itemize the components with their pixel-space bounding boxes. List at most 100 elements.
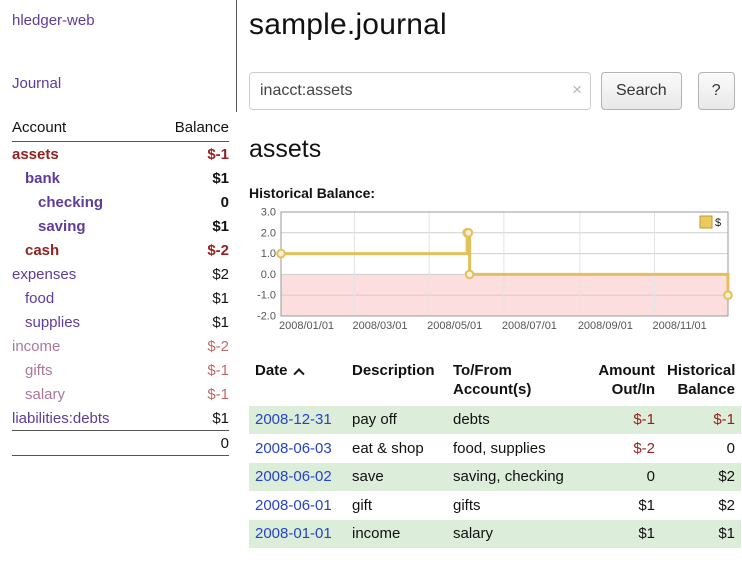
account-row: assets $-1 [12,142,229,166]
journal-link[interactable]: Journal [12,75,62,92]
register-row: 2008-06-01 gift gifts $1 $2 [249,491,741,520]
account-heading: assets [249,135,322,163]
account-row: income $-2 [12,334,229,358]
account-link[interactable]: supplies [25,313,81,331]
accounts-total-row: 0 [12,430,229,456]
svg-text:2008/07/01: 2008/07/01 [502,320,557,332]
transaction-date-link[interactable]: 2008-06-01 [255,496,332,514]
search-input[interactable] [249,72,591,110]
account-balance: $-1 [207,145,229,163]
date-cell: 2008-06-03 [249,434,346,463]
account-link[interactable]: income [12,337,61,355]
account-row: bank $1 [12,166,229,190]
description-cell: save [352,468,384,485]
register-row: 2008-06-02 save saving, checking 0 $2 [249,462,741,492]
register-row: 2008-06-03 eat & shop food, supplies $-2 0 [249,434,741,463]
account-row: food $1 [12,286,229,310]
sidebar: hledger-web Journal Account Balance asse… [0,0,237,456]
svg-text:-2.0: -2.0 [257,311,276,323]
search-field-wrap: × [249,72,591,110]
svg-text:3.0: 3.0 [261,207,276,219]
balance-cell: $1 [718,525,735,542]
register-table-body: 2008-12-31 pay off debts $-1 $-1 2008-06-03 ea… [249,405,741,549]
amount-cell: $1 [638,496,655,514]
col-date-label: Date [255,362,288,379]
transaction-date-link[interactable]: 2008-01-01 [255,525,332,542]
amount-cell: $1 [638,525,655,542]
accounts-cell: salary [453,525,494,542]
amount-cell: $-1 [633,411,655,428]
account-balance: $-2 [207,337,229,355]
accounts-cell: saving, checking [453,468,564,485]
account-row: gifts $-1 [12,358,229,382]
sort-ascending-icon [292,368,305,380]
account-link[interactable]: expenses [12,265,77,283]
transaction-date-link[interactable]: 2008-12-31 [255,411,332,428]
accounts-cell: food, supplies [453,439,546,457]
account-row: supplies $1 [12,310,229,334]
date-cell: 2008-06-01 [249,491,346,520]
svg-text:-1.0: -1.0 [257,290,276,302]
svg-text:0.0: 0.0 [261,269,276,281]
accounts-col-balance: Balance [174,119,229,136]
app-title-link[interactable]: hledger-web [12,12,95,29]
account-link[interactable]: gifts [25,361,53,379]
account-balance: $-1 [207,385,229,403]
app-title: hledger-web [12,12,229,29]
date-cell: 2008-01-01 [249,520,346,549]
svg-text:$: $ [715,217,721,229]
account-balance: $1 [212,313,229,331]
account-balance: $1 [212,217,229,235]
svg-text:2.0: 2.0 [261,227,276,239]
balance-cell: $-1 [713,411,735,428]
search-button[interactable]: Search [601,72,682,110]
account-balance: $2 [212,265,229,283]
col-accounts: To/From Account(s) [453,362,532,398]
balance-cell: $2 [718,468,735,485]
help-button[interactable]: ? [697,72,735,110]
account-row: checking 0 [12,190,229,214]
svg-text:2008/09/01: 2008/09/01 [578,320,633,332]
accounts-cell: debts [453,411,490,428]
col-amount: Amount Out/In [598,362,655,398]
page-title: sample.journal [249,8,447,41]
account-link[interactable]: bank [25,169,61,187]
clear-search-icon[interactable]: × [572,80,582,99]
account-row: liabilities:debts $1 [12,406,229,430]
register-header-row: Date Description To/From Account(s) Amou… [249,359,741,406]
transaction-date-link[interactable]: 2008-06-02 [255,468,332,485]
account-link[interactable]: saving [38,217,86,235]
col-date[interactable]: Date [249,359,346,406]
svg-text:1.0: 1.0 [261,248,276,260]
description-cell: gift [352,496,373,514]
transaction-date-link[interactable]: 2008-06-03 [255,439,332,457]
svg-text:2008/03/01: 2008/03/01 [352,320,407,332]
accounts-table-header: Account Balance [12,116,229,142]
chart-container: 3.0 2.0 1.0 0.0 -1.0 -2.0 2008/01/01 2008/03/01… [249,204,734,343]
date-cell: 2008-06-02 [249,463,346,492]
account-balance: $1 [212,169,229,187]
balance-cell: 0 [726,439,735,457]
account-link[interactable]: checking [38,193,104,211]
account-link[interactable]: salary [25,385,66,403]
account-row: cash $-2 [12,238,229,262]
nav-journal: Journal [12,75,229,92]
accounts-table: Account Balance assets $-1 bank $1 checking 0… [12,116,229,456]
account-link[interactable]: liabilities:debts [12,409,110,427]
svg-text:2008/05/01: 2008/05/01 [427,320,482,332]
register-row: 2008-01-01 income salary $1 $1 [249,519,741,549]
account-link[interactable]: cash [25,241,60,259]
account-row: expenses $2 [12,262,229,286]
register-table: Date Description To/From Account(s) Amou… [249,359,741,548]
search-row: × Search ? [249,72,735,110]
account-row: saving $1 [12,214,229,238]
description-cell: income [352,525,401,542]
date-cell: 2008-12-31 [249,406,346,435]
account-link[interactable]: assets [12,145,59,163]
sidebar-divider [236,0,237,112]
accounts-total-value: 0 [220,434,229,452]
account-link[interactable]: food [25,289,55,307]
accounts-cell: gifts [453,496,481,514]
